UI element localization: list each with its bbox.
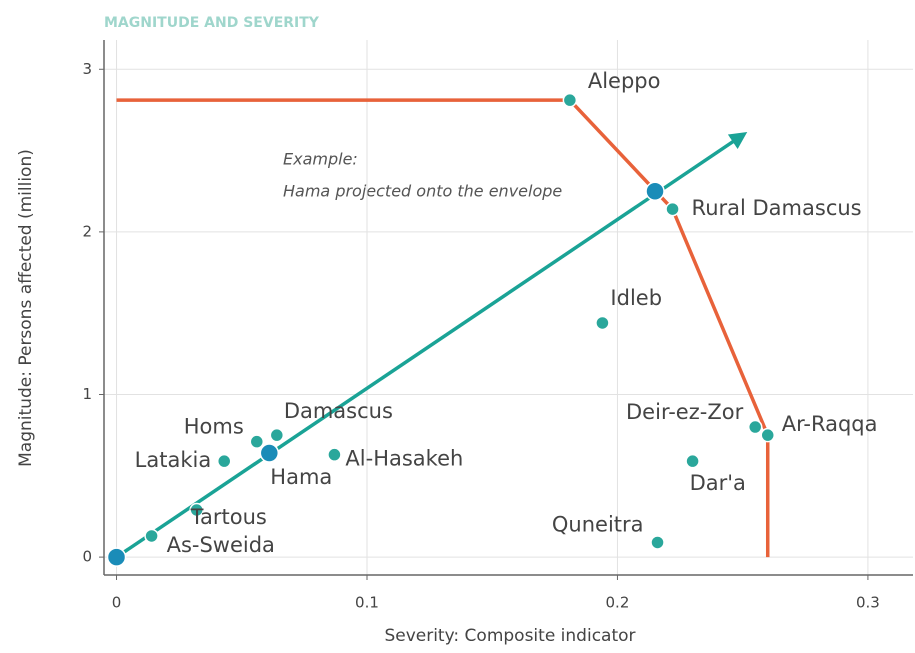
point-label: Al-Hasakeh <box>345 447 463 471</box>
annotation: Hama projected onto the envelope <box>283 182 562 201</box>
point-label: Latakia <box>135 448 212 472</box>
y-tick-label: 2 <box>82 222 92 240</box>
y-tick-label: 0 <box>82 548 92 566</box>
y-tick-label: 1 <box>82 385 92 403</box>
highlight-point <box>259 443 280 463</box>
point <box>665 201 680 217</box>
projection-point <box>645 181 665 201</box>
point-label: Dar'a <box>690 471 746 495</box>
chart-title: MAGNITUDE AND SEVERITY <box>104 15 320 31</box>
point <box>650 535 665 550</box>
point <box>249 434 265 449</box>
projection-arrow <box>115 132 748 559</box>
y-tick-label: 3 <box>82 60 92 78</box>
x-tick-label: 0.2 <box>606 594 630 612</box>
point-label: Idleb <box>610 286 662 310</box>
x-axis-label: Severity: Composite indicator <box>384 626 635 646</box>
point <box>144 528 159 544</box>
point <box>685 453 700 469</box>
point <box>760 427 775 443</box>
point-label: Quneitra <box>552 512 644 536</box>
annotation: Example: <box>283 150 358 169</box>
point-label: As-Sweida <box>167 533 275 557</box>
point-label: Hama <box>270 465 332 489</box>
point-label: Aleppo <box>588 69 661 93</box>
point <box>747 419 763 435</box>
point <box>269 427 285 443</box>
point-label: Rural Damascus <box>692 196 862 220</box>
point <box>189 502 204 518</box>
point-label: Homs <box>184 415 244 439</box>
point <box>216 453 232 469</box>
point-label: Damascus <box>284 399 393 423</box>
x-tick-label: 0.1 <box>355 594 379 612</box>
point <box>562 92 578 108</box>
point <box>327 447 342 462</box>
point-label: Deir-ez-Zor <box>626 400 744 424</box>
x-tick-label: 0.3 <box>856 594 880 612</box>
y-axis-label: Magnitude: Persons affected (million) <box>16 149 36 467</box>
point-label: Tartous <box>190 505 267 529</box>
envelope-line <box>116 98 770 558</box>
x-tick-label: 0 <box>112 594 122 612</box>
point <box>595 315 610 331</box>
projection-point <box>106 547 127 567</box>
point-label: Ar-Raqqa <box>782 412 878 436</box>
